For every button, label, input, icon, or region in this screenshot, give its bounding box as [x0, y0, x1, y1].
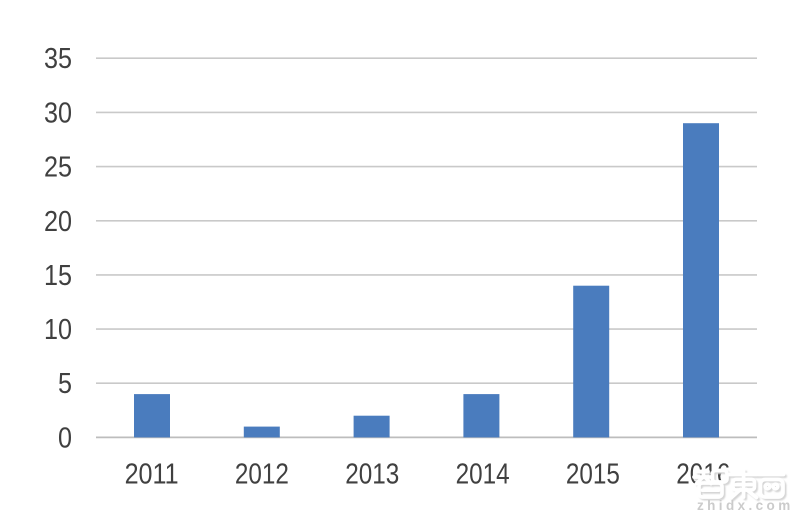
svg-text:20: 20 — [44, 206, 72, 238]
svg-text:25: 25 — [44, 152, 72, 184]
svg-text:2013: 2013 — [345, 459, 399, 491]
svg-text:10: 10 — [44, 314, 72, 346]
svg-text:2011: 2011 — [125, 459, 179, 491]
svg-text:30: 30 — [44, 97, 72, 129]
svg-text:35: 35 — [44, 43, 72, 75]
svg-text:15: 15 — [44, 260, 72, 292]
svg-text:2014: 2014 — [456, 459, 510, 491]
svg-text:0: 0 — [58, 422, 72, 454]
svg-text:2012: 2012 — [235, 459, 289, 491]
svg-text:2015: 2015 — [566, 459, 620, 491]
svg-text:5: 5 — [58, 368, 72, 400]
svg-text:zhidx.com: zhidx.com — [697, 498, 794, 513]
